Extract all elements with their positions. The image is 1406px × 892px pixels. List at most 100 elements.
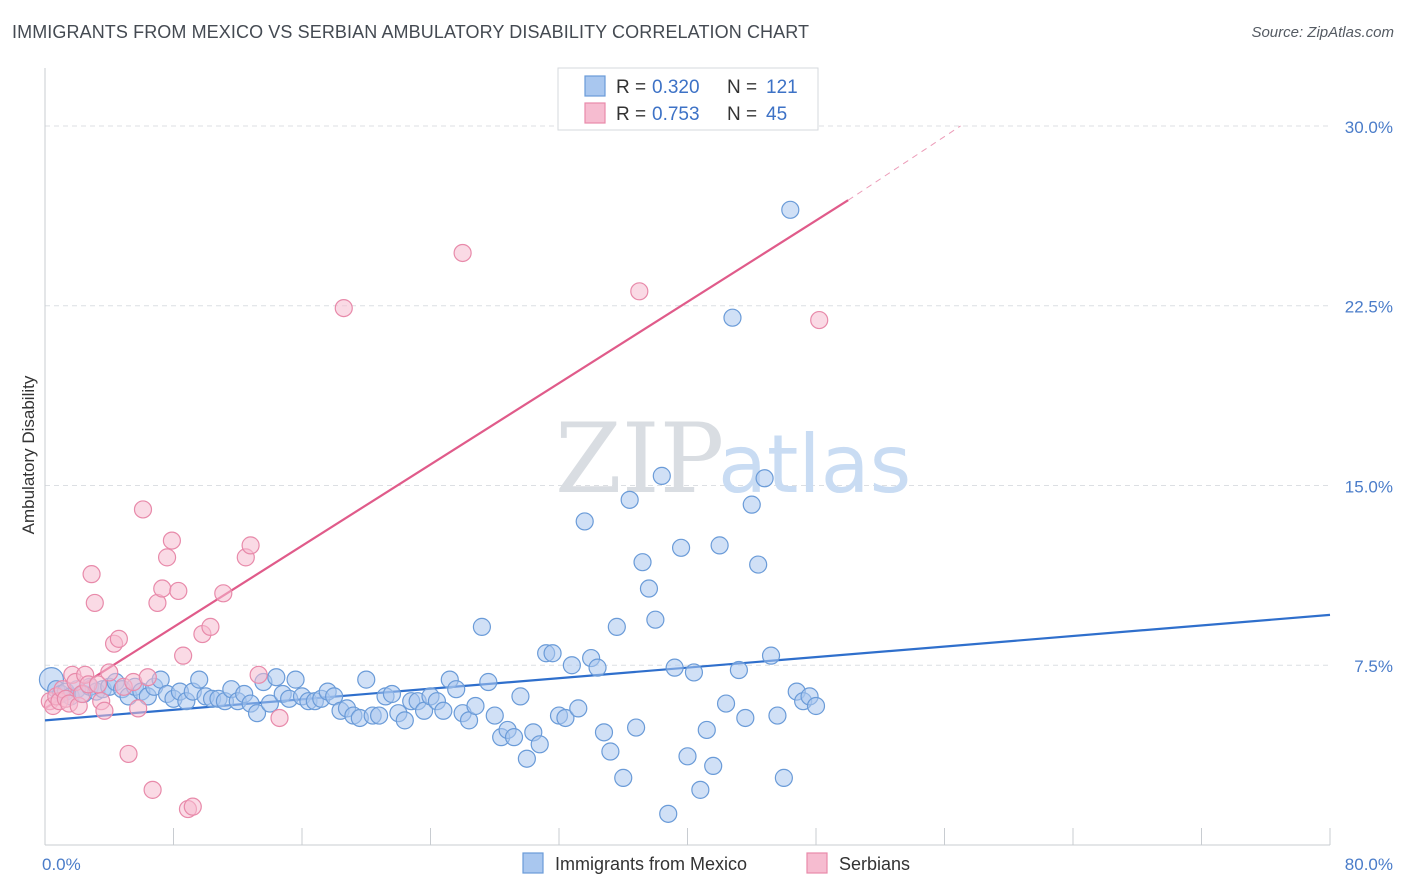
mexico-point-111	[749, 555, 768, 574]
mexico-point-96	[652, 466, 671, 485]
mexico-point-50	[357, 670, 376, 689]
serbian-point-29	[153, 579, 172, 598]
serbian-point-32	[169, 581, 188, 601]
mexico-point-64	[447, 680, 466, 699]
mexico-point-107	[723, 308, 742, 327]
mexico-point-69	[479, 672, 498, 692]
serbian-point-18	[100, 663, 119, 682]
mexico-point-56	[395, 711, 414, 730]
mexico-point-84	[575, 512, 594, 531]
mexico-point-77	[530, 735, 549, 754]
mexico-point-75	[517, 749, 536, 768]
mexico-point-89	[607, 617, 626, 636]
mexico-point-90	[614, 768, 633, 787]
mexico-point-35	[260, 694, 279, 713]
bottom-legend-label-pink: Serbians	[839, 854, 910, 874]
mexico-point-108	[729, 660, 749, 680]
y-tick-label-0: 7.5%	[1354, 657, 1393, 676]
serbian-point-41	[249, 665, 268, 684]
legend-r-label-0: R =	[616, 77, 646, 98]
watermark: ZIP atlas	[555, 403, 911, 515]
serbian-point-14	[85, 593, 104, 613]
mexico-point-39	[286, 670, 305, 689]
mexico-point-116	[781, 200, 800, 219]
mexico-point-109	[736, 708, 755, 728]
serbian-point-26	[138, 668, 157, 687]
mexico-point-105	[710, 536, 729, 555]
mexico-point-101	[684, 663, 704, 682]
x-tick-label-1: 80.0%	[1345, 855, 1393, 874]
bottom-legend-swatch-blue	[522, 852, 544, 874]
mexico-point-114	[768, 706, 787, 725]
mexico-point-102	[691, 780, 710, 799]
mexico-point-88	[601, 742, 620, 761]
y-tick-label-2: 22.5%	[1345, 298, 1393, 317]
grid-lines	[45, 125, 1330, 666]
serbian-point-44	[453, 243, 472, 263]
legend-r-value-0: 0.320	[652, 77, 700, 98]
serbian-point-40	[241, 536, 260, 555]
serbian-point-42	[270, 708, 289, 728]
mexico-point-92	[626, 718, 646, 737]
mexico-point-103	[697, 720, 716, 740]
watermark-zip: ZIP	[555, 403, 724, 515]
mexico-point-52	[370, 706, 389, 725]
bottom-legend-label-blue: Immigrants from Mexico	[555, 854, 747, 874]
serbian-point-25	[133, 500, 153, 519]
legend-top: R = 0.320 N = 121 R = 0.753 N = 45	[557, 67, 819, 131]
mexico-point-115	[774, 768, 793, 787]
x-tick-labels: 0.0% 80.0%	[42, 855, 1393, 874]
serbian-point-33	[174, 646, 193, 665]
serbian-point-20	[109, 629, 128, 648]
mexico-point-120	[806, 696, 826, 716]
serbian-point-31	[162, 531, 181, 550]
y-tick-label-1: 15.0%	[1345, 477, 1393, 496]
mexico-point-62	[434, 701, 453, 720]
legend-n-label-0: N =	[727, 77, 757, 98]
mexico-point-113	[761, 646, 781, 665]
mexico-point-104	[704, 756, 723, 776]
legend-r-value-1: 0.753	[652, 104, 700, 125]
serbian-trend-extension	[847, 125, 961, 201]
legend-swatch-blue	[584, 75, 606, 97]
mexico-point-82	[562, 656, 581, 675]
serbian-point-17	[95, 701, 114, 720]
mexico-point-79	[543, 644, 562, 663]
source-credit: Source: ZipAtlas.com	[1251, 24, 1394, 41]
mexico-point-95	[646, 610, 665, 629]
axes	[44, 68, 1331, 846]
mexico-point-81	[556, 708, 575, 728]
serbian-point-45	[630, 282, 649, 301]
chart-title: IMMIGRANTS FROM MEXICO VS SERBIAN AMBULA…	[12, 22, 810, 42]
mexico-point-98	[665, 658, 684, 677]
serbian-point-13	[82, 565, 101, 584]
y-tick-labels: 7.5% 15.0% 22.5% 30.0%	[1345, 118, 1393, 676]
mexico-point-97	[659, 804, 678, 823]
mexico-point-93	[633, 553, 652, 572]
bottom-legend-swatch-pink	[806, 852, 828, 874]
serbian-point-27	[143, 780, 162, 799]
x-tick-label-0: 0.0%	[42, 855, 81, 874]
serbian-point-24	[129, 699, 148, 718]
legend-n-label-1: N =	[727, 104, 757, 125]
mexico-point-106	[716, 694, 736, 713]
legend-swatch-pink	[584, 102, 606, 124]
legend-r-label-1: R =	[616, 104, 646, 125]
watermark-atlas: atlas	[718, 418, 911, 511]
serbian-point-30	[157, 548, 177, 567]
y-tick-label-3: 30.0%	[1345, 118, 1393, 137]
serbian-point-37	[201, 617, 220, 636]
data-points	[38, 200, 829, 823]
mexico-point-70	[485, 706, 504, 725]
mexico-point-33	[247, 704, 267, 723]
mexico-point-73	[504, 728, 524, 747]
y-axis-title: Ambulatory Disability	[19, 375, 38, 534]
serbian-point-22	[119, 744, 138, 764]
serbian-point-35	[183, 797, 202, 816]
mexico-point-110	[742, 495, 761, 514]
serbian-trend-line	[44, 199, 849, 710]
mexico-point-91	[620, 490, 639, 509]
mexico-point-67	[466, 696, 485, 716]
mexico-point-36	[267, 668, 286, 687]
